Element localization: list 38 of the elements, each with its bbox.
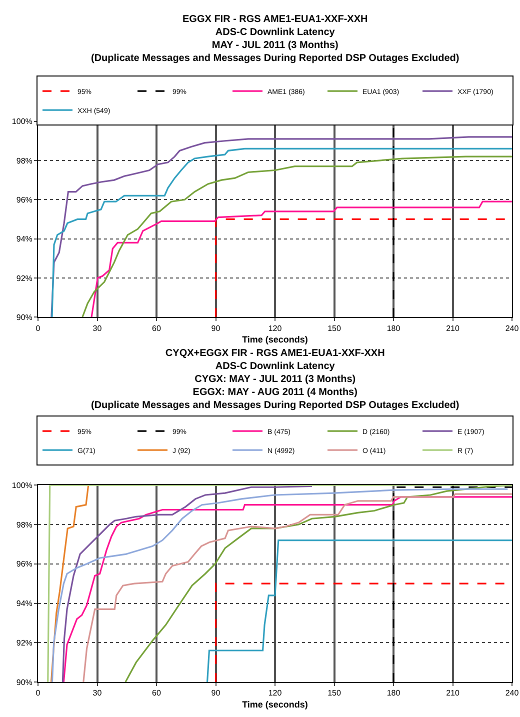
- x-tick-label: 150: [328, 324, 342, 333]
- line-series: [50, 485, 90, 682]
- x-tick-label: 60: [152, 324, 162, 333]
- x-tick-label: 210: [446, 324, 460, 333]
- x-tick-label: 30: [92, 324, 102, 333]
- y-tick-label: 90%: [16, 312, 32, 322]
- x-tick-label: 240: [505, 688, 520, 698]
- y-tick-label: 92%: [16, 638, 32, 648]
- y-tick-label: 98%: [16, 520, 32, 530]
- y-tick-label: 94%: [16, 234, 32, 244]
- x-axis-title: Time (seconds): [242, 699, 308, 710]
- x-tick-label: 180: [386, 688, 401, 698]
- x-tick-label: 90: [211, 324, 221, 333]
- x-tick-label: 60: [152, 688, 162, 698]
- y-tick-label: 92%: [16, 274, 32, 283]
- y-tick-label: 96%: [16, 195, 32, 204]
- x-tick-label: 210: [446, 688, 460, 698]
- x-axis-title: Time (seconds): [242, 334, 308, 345]
- x-tick-label: 150: [328, 688, 342, 698]
- line-series: [62, 485, 313, 682]
- x-tick-label: 120: [268, 324, 282, 333]
- y-tick-label: 90%: [16, 678, 32, 687]
- y-tick-label: 100%: [12, 480, 32, 490]
- line-series: [90, 200, 512, 318]
- y-tick-label: 98%: [16, 156, 32, 166]
- x-tick-label: 0: [36, 324, 41, 333]
- x-tick-label: 180: [386, 324, 401, 333]
- x-tick-label: 0: [36, 688, 41, 698]
- x-tick-label: 30: [92, 688, 102, 698]
- x-tick-label: 120: [268, 688, 282, 698]
- chart-title: EGGX FIR - RGS AME1-EUA1-XXF-XXH ADS-C Downlink Latency MAY - JUL 2011 (3 Months) (Duplicate Messages and Messages During Reported DSP Outages Excluded): [91, 14, 460, 64]
- y-tick-label: 96%: [16, 560, 32, 569]
- chart-title: CYQX+EGGX FIR - RGS AME1-EUA1-XXF-XXH ADS-C Downlink Latency CYGX: MAY - JUL 2011 (3 Months) EGGX: MAY - AUG 2011 (4 Months) (Duplicate Messages and Messages During Reported DSP Outages Excluded): [91, 348, 460, 411]
- y-tick-label: 94%: [16, 599, 32, 608]
- y-tick-label: 100%: [12, 117, 32, 126]
- line-series: [206, 539, 512, 682]
- x-tick-label: 240: [505, 324, 520, 333]
- x-tick-label: 90: [211, 688, 221, 698]
